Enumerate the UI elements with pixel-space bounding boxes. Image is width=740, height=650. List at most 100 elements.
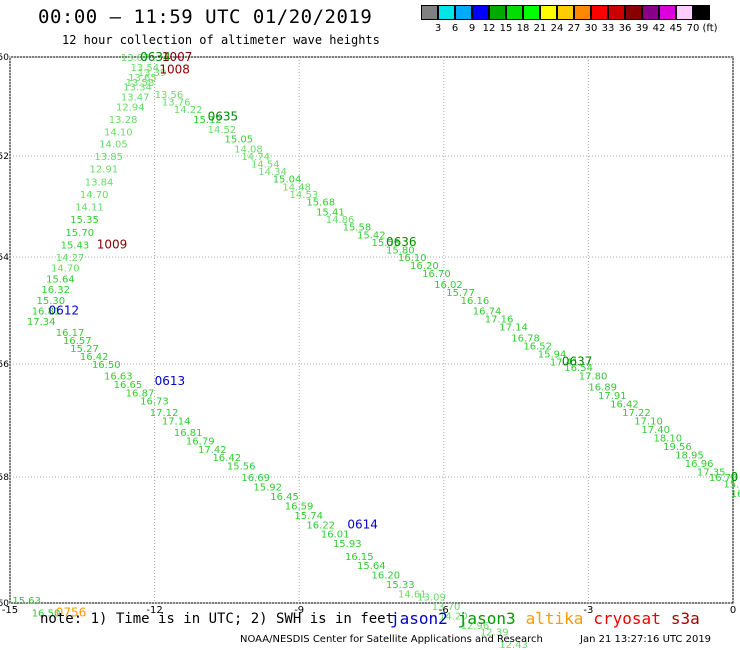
wave-height-label: 16.63 <box>104 371 133 382</box>
wave-height-label: 15.33 <box>386 580 415 591</box>
wave-height-label: 16.42 <box>610 400 639 411</box>
colorbar-swatch <box>625 5 642 20</box>
wave-height-label: 14.08 <box>234 145 263 156</box>
pass-time-label: 1007 <box>162 50 193 64</box>
wave-height-label: 15.05 <box>224 135 253 146</box>
colorbar-swatch <box>591 5 608 20</box>
wave-height-label: 16.01 <box>321 530 350 541</box>
pass-time-label: 0636 <box>386 235 417 249</box>
wave-height-label: 16.57 <box>63 336 92 347</box>
colorbar-swatch <box>523 5 540 20</box>
wave-height-label: 14.48 <box>282 182 311 193</box>
wave-height-label: 12.39 <box>480 627 509 638</box>
wave-height-label: 16.78 <box>511 333 540 344</box>
wave-height-label: 14.70 <box>80 190 109 201</box>
page-title: 00:00 – 11:59 UTC 01/20/2019 <box>38 6 373 28</box>
wave-height-label: 16.73 <box>140 397 169 408</box>
wave-height-label: 16.78 <box>709 473 738 484</box>
colorbar-label: 3 <box>434 23 442 34</box>
colorbar-label: 15 <box>499 23 513 34</box>
x-tick-label: 0 <box>730 605 736 616</box>
wave-height-label: 14.34 <box>258 167 287 178</box>
x-tick-label: -6 <box>439 605 449 616</box>
x-tick-label: -12 <box>146 605 162 616</box>
colorbar-label: 9 <box>468 23 476 34</box>
colorbar-swatch <box>676 5 693 20</box>
colorbar-label: 12 <box>482 23 496 34</box>
wave-height-label: 17.40 <box>641 425 670 436</box>
colorbar-swatch <box>506 5 523 20</box>
wave-height-label: 15.68 <box>306 197 335 208</box>
wave-height-label: 14.11 <box>75 203 104 214</box>
wave-height-label: 16.87 <box>126 388 155 399</box>
colorbar-label: 39 <box>635 23 649 34</box>
wave-height-label: 15.70 <box>65 228 94 239</box>
wave-height-label: 15.30 <box>37 296 66 307</box>
wave-height-label: 14.10 <box>104 127 133 138</box>
wave-height-label: 15.64 <box>46 274 75 285</box>
wave-height-label: 17.80 <box>579 371 608 382</box>
wave-height-label: 13.65 <box>128 73 157 84</box>
colorbar-label: (ft) <box>702 23 718 34</box>
legend-entry-jason3: jason3 <box>457 609 516 628</box>
wave-height-label: 17.34 <box>27 317 56 328</box>
wave-height-label: 16.20 <box>410 261 439 272</box>
colorbar-swatch <box>472 5 489 20</box>
wave-height-label: 16.20 <box>372 571 401 582</box>
wave-height-label: 18.10 <box>653 433 682 444</box>
pass-time-label: 0614 <box>347 517 378 531</box>
wave-height-label: 13.85 <box>94 152 123 163</box>
y-tick-label: -52 <box>0 152 9 162</box>
wave-height-label: 16.22 <box>306 520 335 531</box>
x-tick-label: -15 <box>2 605 18 616</box>
pass-time-label: 0 <box>731 470 739 484</box>
legend-entry-cryosat: cryosat <box>593 609 661 628</box>
wave-height-label: 15.64 <box>357 561 386 572</box>
wave-height-label: 15.92 <box>253 482 282 493</box>
wave-height-label: 16.15 <box>345 552 374 563</box>
wave-height-label: 16.89 <box>588 383 617 394</box>
wave-height-label: 13.39 <box>138 68 167 79</box>
wave-height-label: 14.61 <box>398 590 427 601</box>
wave-height-label: 15.35 <box>70 215 99 226</box>
wave-height-label: 16.81 <box>32 307 61 318</box>
wave-height-label: 15.74 <box>294 511 323 522</box>
y-tick-label: -58 <box>0 473 9 483</box>
wave-height-label: 16.50 <box>32 608 61 619</box>
wave-height-label: 16.17 <box>56 328 85 339</box>
wave-height-label: 15.43 <box>61 240 90 251</box>
pass-time-label: 0635 <box>208 109 239 123</box>
wave-height-label: 14.52 <box>208 125 237 136</box>
wave-height-label: 15.80 <box>386 245 415 256</box>
y-tick-label: -50 <box>0 53 9 63</box>
wave-height-label: 16.32 <box>41 285 70 296</box>
colorbar-label: 24 <box>550 23 564 34</box>
y-tick-label: -54 <box>0 253 9 263</box>
colorbar-swatch <box>540 5 557 20</box>
wave-height-label: 16.10 <box>398 253 427 264</box>
wave-height-label: 13.58 <box>126 78 155 89</box>
colorbar-label: 45 <box>669 23 683 34</box>
colorbar-swatch <box>642 5 659 20</box>
wave-height-label: 16.50 <box>92 360 121 371</box>
wave-height-label: 15.58 <box>343 223 372 234</box>
legend-entry-s3a: s3a <box>670 609 700 628</box>
colorbar-label: 21 <box>533 23 547 34</box>
colorbar-swatch <box>421 5 438 20</box>
page-subtitle: 12 hour collection of altimeter wave hei… <box>62 33 380 47</box>
wave-height-label: 16.42 <box>80 352 109 363</box>
pass-time-label: 1008 <box>159 62 190 76</box>
wave-height-label: 13.28 <box>109 115 138 126</box>
x-tick-label: -3 <box>583 605 593 616</box>
wave-height-label: 15.53 <box>372 238 401 249</box>
colorbar-label: 6 <box>451 23 459 34</box>
wave-height-label: 15.12 <box>193 115 222 126</box>
pass-time-label: 0756 <box>56 605 87 619</box>
wave-height-label: 15.63 <box>12 596 41 607</box>
colorbar-label: 30 <box>584 23 598 34</box>
colorbar-swatch <box>438 5 455 20</box>
y-tick-label: -56 <box>0 360 9 370</box>
wave-height-label: 16.52 <box>523 341 552 352</box>
wave-height-label: 14.27 <box>56 253 85 264</box>
